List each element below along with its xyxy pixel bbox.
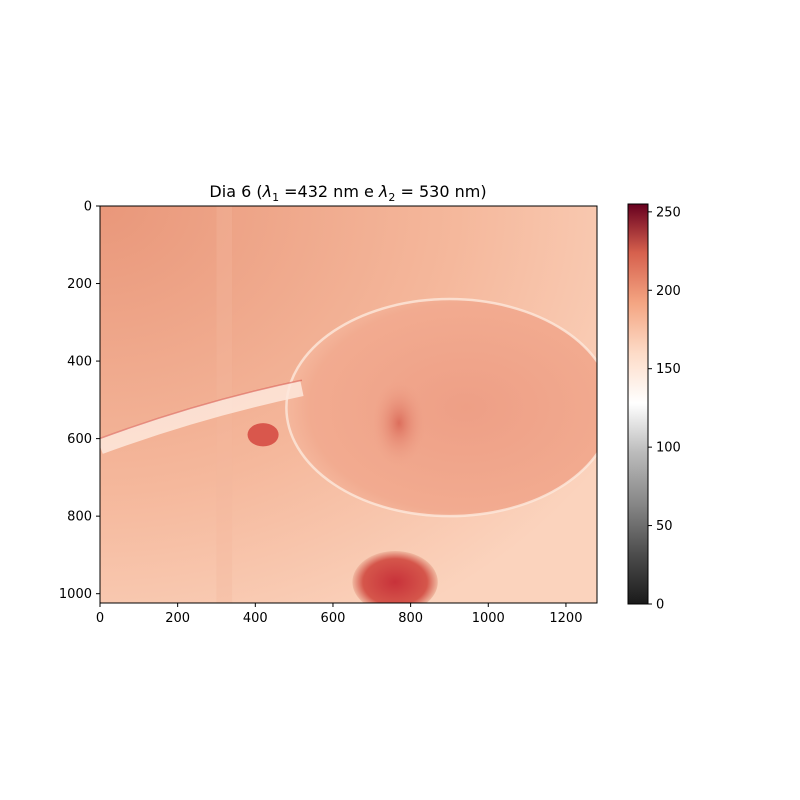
x-tick-label: 200 bbox=[165, 611, 190, 626]
y-tick-label: 1000 bbox=[59, 587, 92, 602]
y-tick-label: 400 bbox=[67, 355, 92, 370]
feature-head-body-outline bbox=[285, 297, 597, 518]
x-tick-label: 1000 bbox=[472, 611, 505, 626]
y-tick-label: 200 bbox=[67, 277, 92, 292]
feature-stalk bbox=[100, 380, 304, 454]
x-tick-label: 1200 bbox=[549, 611, 582, 626]
colorbar-tick-label: 100 bbox=[656, 441, 681, 456]
x-tick-label: 0 bbox=[96, 611, 104, 626]
feature-stalk-edge bbox=[100, 379, 303, 440]
colorbar-tick-label: 0 bbox=[656, 598, 664, 613]
feature-head-body bbox=[286, 299, 597, 517]
plot-frame bbox=[99, 205, 598, 604]
y-tick-label: 0 bbox=[84, 200, 92, 215]
colorbar bbox=[627, 203, 649, 605]
feature-eye-region bbox=[371, 380, 427, 466]
colorbar-ticks: 0 50 100 150 200 250 bbox=[648, 205, 681, 613]
heatmap-image bbox=[100, 206, 597, 603]
colorbar-tick-label: 200 bbox=[656, 284, 681, 299]
chart-title: Dia 6 (λ1 =432 nm e λ2 = 530 nm) bbox=[209, 182, 486, 204]
x-tick-label: 600 bbox=[321, 611, 346, 626]
y-tick-label: 600 bbox=[67, 432, 92, 447]
feature-lower-organ bbox=[352, 551, 438, 603]
y-tick-label: 800 bbox=[67, 510, 92, 525]
feature-small-spot bbox=[247, 423, 279, 447]
colorbar-tick-label: 250 bbox=[656, 205, 681, 220]
x-tick-label: 800 bbox=[398, 611, 423, 626]
y-axis: 0 200 400 600 800 1000 bbox=[59, 200, 100, 602]
x-axis: 0 200 400 600 800 1000 1200 bbox=[96, 603, 582, 626]
x-tick-label: 400 bbox=[243, 611, 268, 626]
colorbar-tick-label: 50 bbox=[656, 519, 673, 534]
colorbar-tick-label: 150 bbox=[656, 362, 681, 377]
